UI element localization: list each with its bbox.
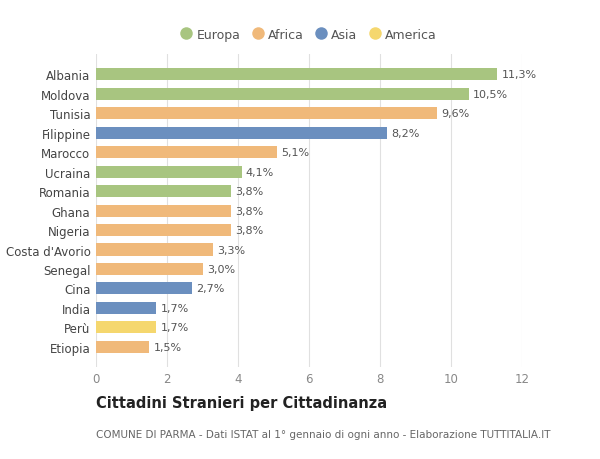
- Bar: [96, 147, 277, 159]
- Text: Cittadini Stranieri per Cittadinanza: Cittadini Stranieri per Cittadinanza: [96, 395, 387, 410]
- Text: 3,0%: 3,0%: [207, 264, 235, 274]
- Bar: [96, 108, 437, 120]
- Text: 2,7%: 2,7%: [196, 284, 224, 294]
- Bar: [96, 89, 469, 101]
- Bar: [96, 224, 231, 236]
- Bar: [96, 69, 497, 81]
- Text: COMUNE DI PARMA - Dati ISTAT al 1° gennaio di ogni anno - Elaborazione TUTTITALI: COMUNE DI PARMA - Dati ISTAT al 1° genna…: [96, 429, 551, 439]
- Bar: [96, 205, 231, 217]
- Bar: [96, 166, 242, 179]
- Text: 9,6%: 9,6%: [441, 109, 469, 119]
- Bar: [96, 263, 203, 275]
- Text: 4,1%: 4,1%: [246, 168, 274, 177]
- Text: 10,5%: 10,5%: [473, 90, 508, 100]
- Text: 3,8%: 3,8%: [235, 187, 263, 197]
- Text: 1,5%: 1,5%: [154, 342, 182, 352]
- Legend: Europa, Africa, Asia, America: Europa, Africa, Asia, America: [176, 24, 442, 47]
- Bar: [96, 302, 157, 314]
- Text: 3,8%: 3,8%: [235, 225, 263, 235]
- Bar: [96, 128, 387, 140]
- Bar: [96, 244, 213, 256]
- Bar: [96, 186, 231, 198]
- Text: 5,1%: 5,1%: [281, 148, 310, 158]
- Bar: [96, 322, 157, 334]
- Text: 1,7%: 1,7%: [161, 323, 189, 333]
- Bar: [96, 283, 192, 295]
- Text: 11,3%: 11,3%: [502, 70, 536, 80]
- Text: 1,7%: 1,7%: [161, 303, 189, 313]
- Text: 3,8%: 3,8%: [235, 206, 263, 216]
- Text: 3,3%: 3,3%: [217, 245, 245, 255]
- Text: 8,2%: 8,2%: [391, 129, 420, 139]
- Bar: [96, 341, 149, 353]
